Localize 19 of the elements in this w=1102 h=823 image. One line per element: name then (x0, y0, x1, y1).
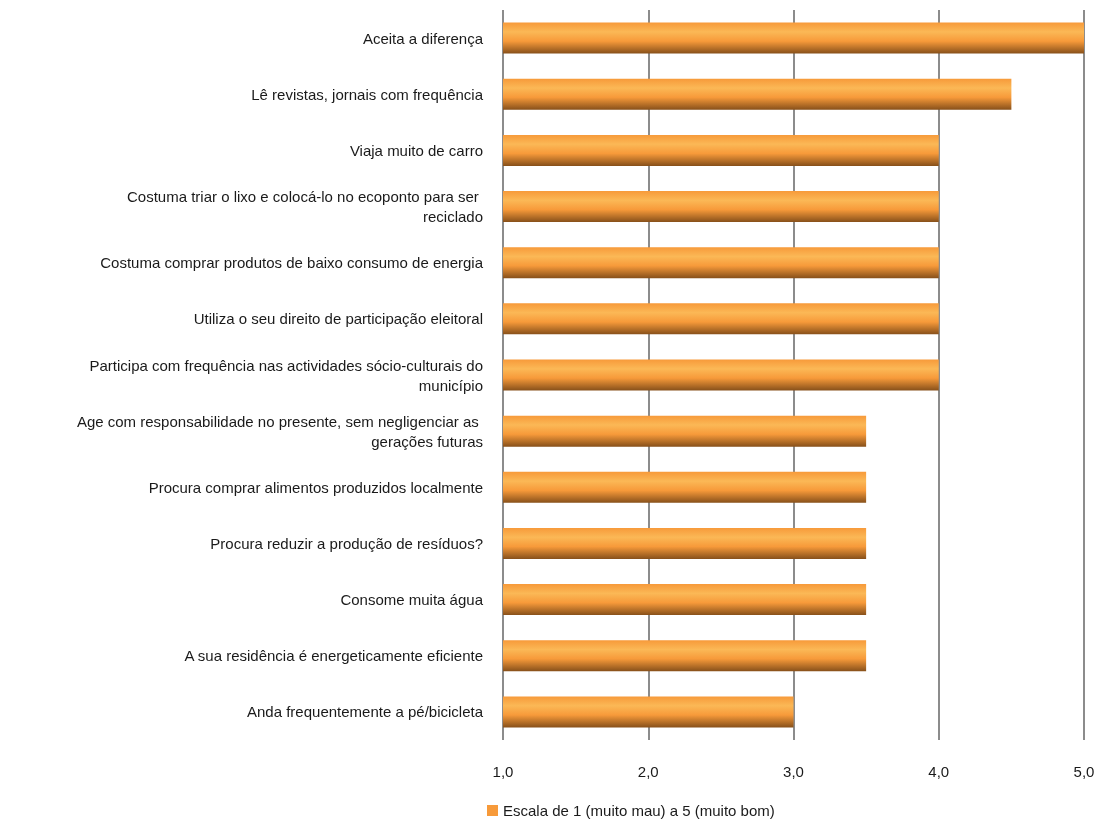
y-tick-label: Costuma triar o lixo e colocá-lo no ecoponto para ser reciclado (126, 188, 483, 226)
y-tick-label: Consome muita água (340, 591, 484, 609)
y-tick-label: Anda frequentemente a pé/bicicleta (247, 703, 484, 721)
y-tick-label: Lê revistas, jornais com frequência (251, 85, 484, 103)
y-tick-label: Procura reduzir a produção de resíduos? (210, 534, 483, 552)
y-tick-label: Costuma comprar produtos de baixo consumo de energia (100, 254, 484, 272)
y-tick-label: Participa com frequência nas actividades sócio-culturais do município (89, 356, 483, 394)
y-tick-label: Utiliza o seu direito de participação eleitoral (193, 310, 483, 328)
x-tick-label: 3,0 (783, 763, 804, 780)
y-tick-label: Age com responsabilidade no presente, sem negligenciar as gerações futuras (76, 412, 483, 450)
y-tick-label: Procura comprar alimentos produzidos localmente (148, 478, 483, 496)
y-tick-label: A sua residência é energeticamente eficiente (184, 647, 483, 665)
x-tick-label: 4,0 (928, 763, 950, 780)
x-tick-label: 2,0 (637, 763, 659, 780)
y-tick-label: Viaja muito de carro (349, 141, 483, 159)
y-tick-label: Aceita a diferença (362, 29, 484, 47)
x-tick-label: 1,0 (492, 763, 514, 780)
legend-label: Escala de 1 (muito mau) a 5 (muito bom) (503, 802, 775, 819)
x-tick-label: 5,0 (1073, 763, 1095, 780)
